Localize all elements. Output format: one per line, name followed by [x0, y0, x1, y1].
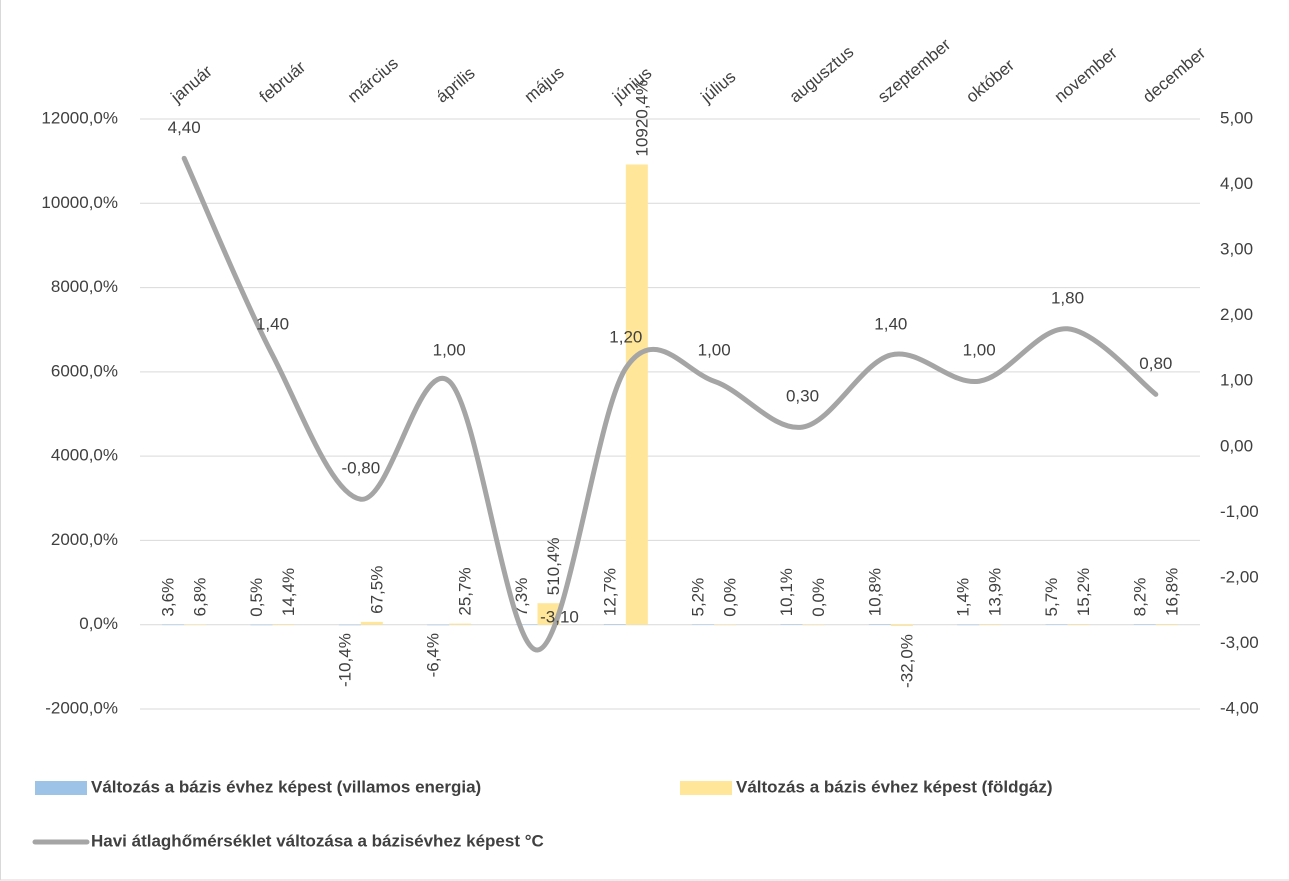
x-tick-label: október: [962, 55, 1018, 106]
line-label: -3,10: [540, 607, 579, 626]
bar: [603, 624, 626, 625]
data-label: -10,4%: [335, 633, 354, 687]
y-tick-label: 0,0%: [79, 614, 118, 633]
y2-tick-label: -3,00: [1220, 633, 1259, 652]
line-label: 1,00: [698, 341, 731, 360]
bar: [427, 624, 450, 626]
data-label: -32,0%: [897, 634, 916, 688]
data-label: 12,7%: [600, 568, 619, 616]
bar: [338, 624, 361, 626]
bar: [1133, 624, 1156, 625]
data-label: -6,4%: [424, 633, 443, 677]
line-label: 1,80: [1051, 288, 1084, 307]
legend-label: Változás a bázis évhez képest (villamos …: [91, 777, 481, 796]
x-tick-label: július: [697, 67, 740, 107]
data-label: 67,5%: [367, 566, 386, 614]
data-label: 0,0%: [721, 578, 740, 617]
bar: [957, 624, 980, 626]
data-label: 510,4%: [544, 538, 563, 596]
line-label: 1,40: [256, 314, 289, 333]
data-label: 10,8%: [865, 568, 884, 616]
x-tick-label: december: [1139, 43, 1209, 106]
data-label: 13,9%: [986, 568, 1005, 616]
line-label: 1,00: [433, 341, 466, 360]
y-tick-label: 12000,0%: [41, 108, 118, 127]
y2-tick-label: -2,00: [1220, 567, 1259, 586]
y-tick-label: 6000,0%: [51, 361, 118, 380]
x-tick-label: május: [521, 63, 568, 107]
y-tick-label: -2000,0%: [45, 698, 118, 717]
y2-tick-label: -1,00: [1220, 502, 1259, 521]
data-label: 5,7%: [1042, 578, 1061, 617]
legend-label: Havi átlaghőmérséklet változása a bázisé…: [91, 831, 544, 850]
bar: [250, 624, 273, 626]
x-tick-label: március: [344, 54, 402, 107]
y2-tick-label: -4,00: [1220, 698, 1259, 717]
line: [181, 155, 1159, 653]
bar: [868, 624, 891, 625]
data-label: 0,5%: [247, 578, 266, 617]
x-tick-label: augusztus: [786, 42, 858, 106]
bar: [1045, 624, 1068, 625]
y-tick-label: 10000,0%: [41, 193, 118, 212]
line-label: 4,40: [168, 118, 201, 137]
bar: [714, 624, 737, 626]
y2-tick-label: 2,00: [1220, 305, 1253, 324]
data-label: 16,8%: [1162, 568, 1181, 616]
y2-tick-label: 1,00: [1220, 371, 1253, 390]
data-label: 1,4%: [954, 578, 973, 617]
x-tick-label: november: [1051, 43, 1121, 106]
legend-swatch: [680, 781, 732, 795]
data-label: 14,4%: [279, 568, 298, 616]
data-label: 15,2%: [1074, 568, 1093, 616]
line-label: 1,20: [609, 328, 642, 347]
bar: [162, 624, 185, 626]
data-label: 5,2%: [689, 578, 708, 617]
bar: [780, 624, 803, 625]
data-label: 10920,4%: [632, 80, 651, 157]
bar: [625, 164, 648, 625]
data-label: 6,8%: [191, 578, 210, 617]
y2-tick-label: 0,00: [1220, 436, 1253, 455]
data-label: 3,6%: [159, 578, 178, 617]
line-label: 0,80: [1139, 354, 1172, 373]
legend-swatch: [35, 781, 87, 795]
bar: [360, 621, 383, 625]
data-label: 7,3%: [512, 578, 531, 617]
bar: [537, 603, 560, 625]
y-tick-label: 4000,0%: [51, 446, 118, 465]
bar: [1155, 624, 1178, 625]
y2-tick-label: 3,00: [1220, 240, 1253, 259]
bar: [184, 624, 207, 625]
bar: [1067, 624, 1090, 625]
data-label: 10,1%: [777, 568, 796, 616]
line-label: 0,30: [786, 387, 819, 406]
data-label: 0,0%: [809, 578, 828, 617]
line-label: 1,00: [963, 341, 996, 360]
y2-tick-label: 4,00: [1220, 174, 1253, 193]
bar: [890, 624, 913, 627]
x-tick-label: február: [256, 57, 310, 106]
y-tick-label: 2000,0%: [51, 530, 118, 549]
y-tick-label: 8000,0%: [51, 277, 118, 296]
line-label: 1,40: [874, 314, 907, 333]
bar: [272, 624, 295, 625]
y2-tick-label: 5,00: [1220, 108, 1253, 127]
legend-label: Változás a bázis évhez képest (földgáz): [736, 777, 1052, 796]
x-tick-label: január: [167, 61, 216, 107]
x-tick-label: április: [432, 63, 478, 106]
bar: [979, 624, 1002, 625]
bar: [515, 624, 538, 625]
line-label: -0,80: [341, 459, 380, 478]
x-tick-label: szeptember: [874, 35, 955, 107]
bar: [449, 623, 472, 625]
bar: [802, 624, 825, 626]
data-label: 8,2%: [1130, 578, 1149, 617]
bar: [692, 624, 715, 625]
data-label: 25,7%: [456, 567, 475, 615]
